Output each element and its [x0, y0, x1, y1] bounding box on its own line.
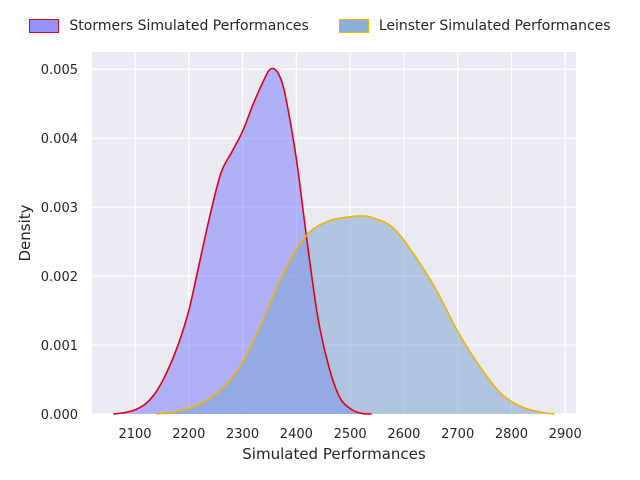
x-tick-label: 2600 — [387, 427, 420, 442]
x-tick-label: 2500 — [334, 427, 367, 442]
x-tick-label: 2900 — [549, 427, 582, 442]
legend: Stormers Simulated Performances Leinster… — [0, 18, 640, 34]
x-tick-label: 2400 — [280, 427, 313, 442]
x-tick-label: 2200 — [172, 427, 205, 442]
legend-label-leinster: Leinster Simulated Performances — [378, 18, 611, 34]
y-tick-label: 0.003 — [41, 201, 78, 216]
legend-swatch-stormers — [29, 19, 60, 33]
density-line-stormers — [113, 67, 372, 415]
legend-swatch-leinster — [338, 19, 369, 33]
density-area-leinster — [156, 216, 555, 414]
x-axis-ticks: 2100 2200 2300 2400 2500 2600 2700 2800 2900 — [118, 427, 581, 442]
density-line-leinster — [156, 215, 555, 415]
y-axis-label: Density — [16, 204, 34, 261]
y-tick-label: 0.002 — [41, 270, 78, 285]
x-tick-label: 2800 — [495, 427, 528, 442]
x-tick-label: 2100 — [118, 427, 151, 442]
legend-item-leinster: Leinster Simulated Performances — [338, 18, 611, 34]
y-tick-label: 0.004 — [41, 132, 78, 147]
legend-item-stormers: Stormers Simulated Performances — [29, 18, 309, 34]
x-tick-label: 2700 — [441, 427, 474, 442]
y-tick-label: 0.000 — [41, 408, 78, 423]
density-lines — [113, 67, 555, 415]
x-tick-label: 2300 — [226, 427, 259, 442]
y-tick-label: 0.005 — [41, 63, 78, 78]
y-tick-label: 0.001 — [41, 339, 78, 354]
legend-label-stormers: Stormers Simulated Performances — [69, 18, 309, 34]
y-axis-ticks: 0.000 0.001 0.002 0.003 0.004 0.005 — [41, 63, 78, 423]
x-axis-label: Simulated Performances — [242, 445, 426, 463]
density-areas — [113, 68, 555, 415]
